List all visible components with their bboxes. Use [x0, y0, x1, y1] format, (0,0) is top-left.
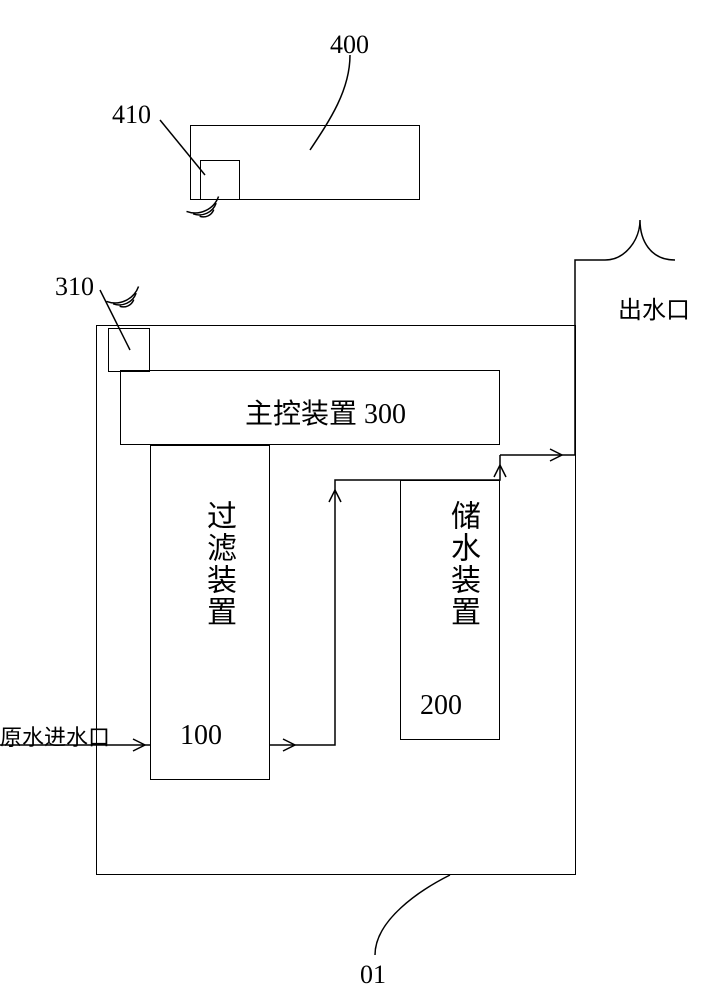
storage-number: 200	[420, 690, 462, 722]
inlet-label: 原水进水口	[0, 720, 110, 752]
diagram-root: 400 410 310 01 主控装置 300 100 200 原水进水口 出水…	[0, 0, 703, 1000]
storage-label: 储水装置	[440, 500, 484, 628]
outlet-label: 出水口	[618, 290, 690, 325]
label-01: 01	[360, 960, 386, 990]
label-310: 310	[55, 272, 94, 302]
label-400: 400	[330, 30, 369, 60]
filter-label: 过滤装置	[196, 500, 240, 628]
filter-number: 100	[180, 720, 222, 752]
remote-inner-box	[200, 160, 240, 200]
label-410: 410	[112, 100, 151, 130]
control-label: 主控装置 300	[245, 392, 406, 432]
small-310-box	[108, 328, 150, 372]
